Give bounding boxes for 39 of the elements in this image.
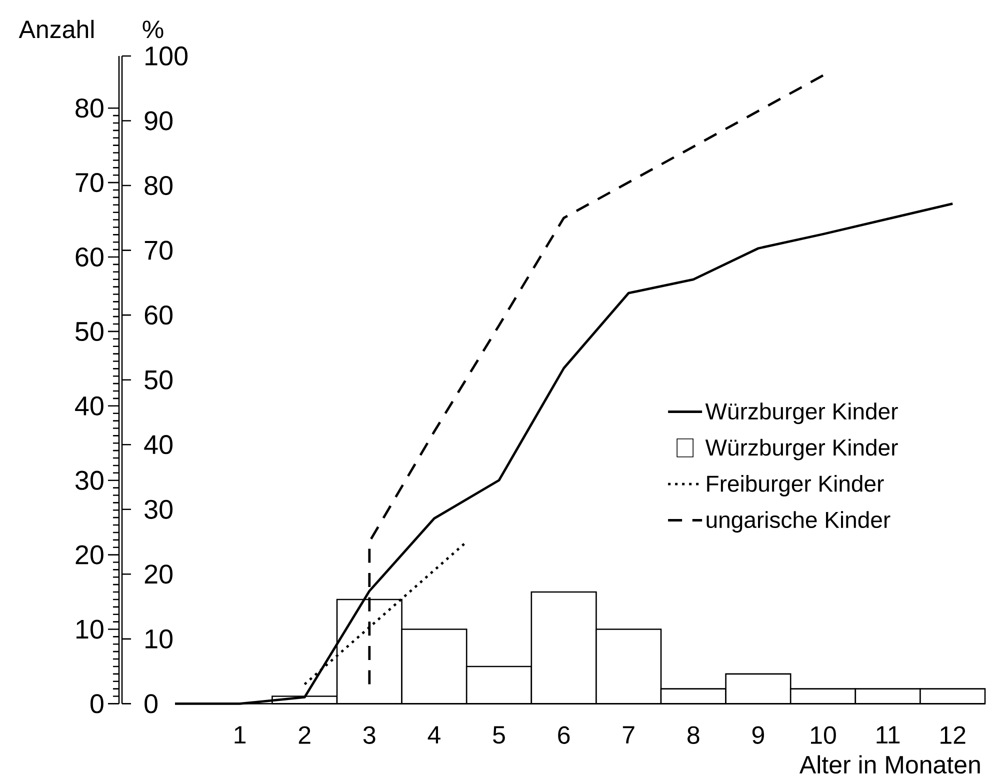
y2-tick-label: 20 — [144, 564, 173, 584]
x-tick-label: 6 — [558, 726, 570, 744]
x-tick-label: 1 — [234, 726, 246, 744]
x-tick-label: 11 — [876, 726, 900, 744]
y-tick-label: 20 — [76, 545, 104, 564]
x-tick-label: 7 — [622, 726, 634, 744]
x-tick-label: 3 — [363, 726, 376, 744]
x-axis-title: Alter in Monaten — [799, 755, 980, 774]
y-tick-label: 60 — [76, 247, 104, 267]
y2-tick-label: 70 — [144, 240, 173, 260]
y2-tick-label: 40 — [144, 435, 173, 454]
y2-tick-label: 10 — [146, 629, 173, 648]
y-tick-label: 70 — [76, 173, 104, 192]
x-tick-label: 10 — [811, 726, 836, 744]
y2-tick-label: 100 — [146, 46, 188, 66]
x-tick-label: 9 — [752, 726, 764, 744]
y-tick-label: 30 — [75, 470, 104, 490]
y-tick-label: 40 — [75, 396, 104, 416]
y-axis-title: Anzahl — [18, 20, 94, 38]
y2-tick-label: 30 — [144, 500, 173, 519]
legend-label: Würzburger Kinder — [705, 438, 898, 460]
legend-label: ungarische Kinder — [706, 511, 890, 533]
y2-axis-title: % — [142, 20, 164, 38]
y-tick-label: 80 — [76, 98, 104, 118]
y-tick-label: 0 — [90, 694, 104, 714]
y-tick-label: 10 — [76, 620, 104, 639]
x-tick-label: 4 — [428, 726, 440, 744]
y2-tick-label: 50 — [144, 370, 173, 390]
x-tick-label: 12 — [940, 726, 966, 744]
legend-label: Würzburger Kinder — [705, 402, 898, 424]
y2-tick-label: 60 — [144, 306, 173, 325]
x-tick-label: 2 — [298, 726, 310, 744]
legend-label: Freiburger Kinder — [707, 474, 884, 496]
y2-tick-label: 80 — [144, 176, 173, 196]
y-tick-label: 50 — [76, 322, 104, 342]
y2-tick-label: 90 — [144, 111, 173, 130]
x-tick-label: 5 — [493, 726, 505, 744]
x-tick-label: 8 — [688, 726, 700, 744]
y2-tick-label: 0 — [144, 694, 158, 714]
